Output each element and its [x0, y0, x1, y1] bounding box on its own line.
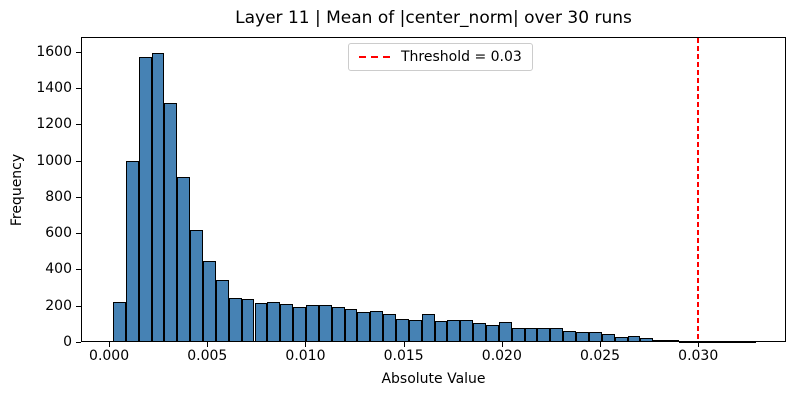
y-axis-label: Frequency — [9, 153, 25, 227]
histogram-bar — [460, 320, 474, 342]
histogram-bar — [537, 327, 551, 342]
histogram-bar — [408, 320, 422, 342]
histogram-bar — [331, 307, 345, 342]
histogram-bar — [601, 334, 615, 342]
y-tick-mark — [76, 160, 81, 162]
legend-dashed-line-icon — [359, 56, 391, 58]
histogram-bar — [190, 229, 204, 342]
histogram-bar — [113, 302, 126, 342]
legend-label: Threshold = 0.03 — [401, 49, 522, 65]
x-tick-label: 0.000 — [89, 348, 130, 364]
x-tick-label: 0.025 — [579, 348, 621, 364]
histogram-bar — [498, 321, 512, 342]
x-tick-mark — [501, 342, 503, 347]
y-tick-label: 200 — [45, 297, 72, 314]
x-tick-mark — [109, 342, 111, 347]
histogram-bar — [550, 328, 564, 342]
histogram-bar — [614, 337, 628, 342]
histogram-bar — [318, 305, 332, 342]
histogram-bar — [203, 261, 216, 342]
histogram-bar — [486, 324, 499, 342]
x-tick-label: 0.010 — [285, 348, 326, 364]
histogram-bar — [151, 52, 165, 342]
histogram-bar — [627, 336, 641, 342]
histogram-bar — [588, 331, 602, 342]
histogram-bar — [717, 341, 731, 343]
x-tick-mark — [698, 342, 700, 347]
y-tick-label: 1000 — [36, 152, 72, 169]
histogram-bar — [164, 102, 178, 342]
x-tick-label: 0.030 — [678, 348, 719, 364]
x-tick-mark — [207, 342, 209, 347]
threshold-line — [697, 38, 700, 342]
histogram-bar — [678, 341, 692, 343]
histogram-bar — [524, 328, 538, 342]
histogram-bar — [421, 314, 435, 342]
histogram-bar — [383, 314, 396, 342]
histogram-bar — [640, 338, 654, 342]
x-tick-label: 0.015 — [383, 348, 424, 364]
histogram-bar — [215, 280, 229, 342]
y-tick-mark — [76, 233, 81, 235]
y-tick-mark — [76, 124, 81, 126]
histogram-bar — [666, 340, 679, 343]
histogram-bar — [293, 306, 306, 342]
histogram-bar — [267, 301, 281, 342]
y-tick-label: 1400 — [36, 80, 72, 97]
x-tick-mark — [403, 342, 405, 347]
y-tick-label: 400 — [45, 261, 72, 278]
x-tick-mark — [600, 342, 602, 347]
histogram-bar — [576, 331, 589, 342]
x-tick-label: 0.020 — [481, 348, 522, 364]
histogram-bar — [138, 57, 152, 342]
histogram-bar — [280, 304, 294, 342]
x-tick-mark — [305, 342, 307, 347]
histogram-bar — [730, 341, 744, 343]
histogram-bar — [228, 298, 242, 342]
histogram-bar — [653, 339, 667, 342]
histogram-bar — [241, 299, 255, 342]
y-tick-label: 0 — [63, 334, 72, 350]
legend: Threshold = 0.03 — [348, 43, 533, 71]
histogram-bar — [177, 177, 191, 342]
histogram-bar — [447, 320, 461, 342]
histogram-bar — [473, 322, 487, 342]
histogram-bar — [305, 304, 319, 342]
histogram-bar — [563, 330, 577, 342]
y-tick-label: 600 — [45, 225, 72, 242]
histogram-bar — [254, 302, 268, 342]
y-tick-label: 1200 — [36, 116, 72, 133]
y-tick-mark — [76, 88, 81, 90]
histogram-bar — [125, 160, 139, 342]
histogram-bar — [743, 340, 757, 343]
histogram-bar — [344, 309, 358, 342]
y-tick-mark — [76, 269, 81, 271]
y-tick-label: 800 — [45, 188, 72, 205]
y-tick-mark — [76, 196, 81, 198]
histogram-bar — [511, 328, 525, 342]
histogram-bar — [395, 318, 409, 342]
x-axis-label: Absolute Value — [381, 371, 486, 387]
x-tick-label: 0.005 — [187, 348, 228, 364]
y-tick-label: 1600 — [36, 43, 72, 60]
histogram-bar — [357, 311, 371, 342]
histogram-bar — [370, 310, 384, 342]
y-tick-mark — [76, 305, 81, 307]
y-tick-mark — [76, 342, 81, 343]
y-tick-mark — [76, 51, 81, 53]
histogram-bar — [434, 320, 448, 342]
chart-title: Layer 11 | Mean of |center_norm| over 30… — [235, 8, 632, 28]
histogram-bar — [704, 341, 718, 343]
